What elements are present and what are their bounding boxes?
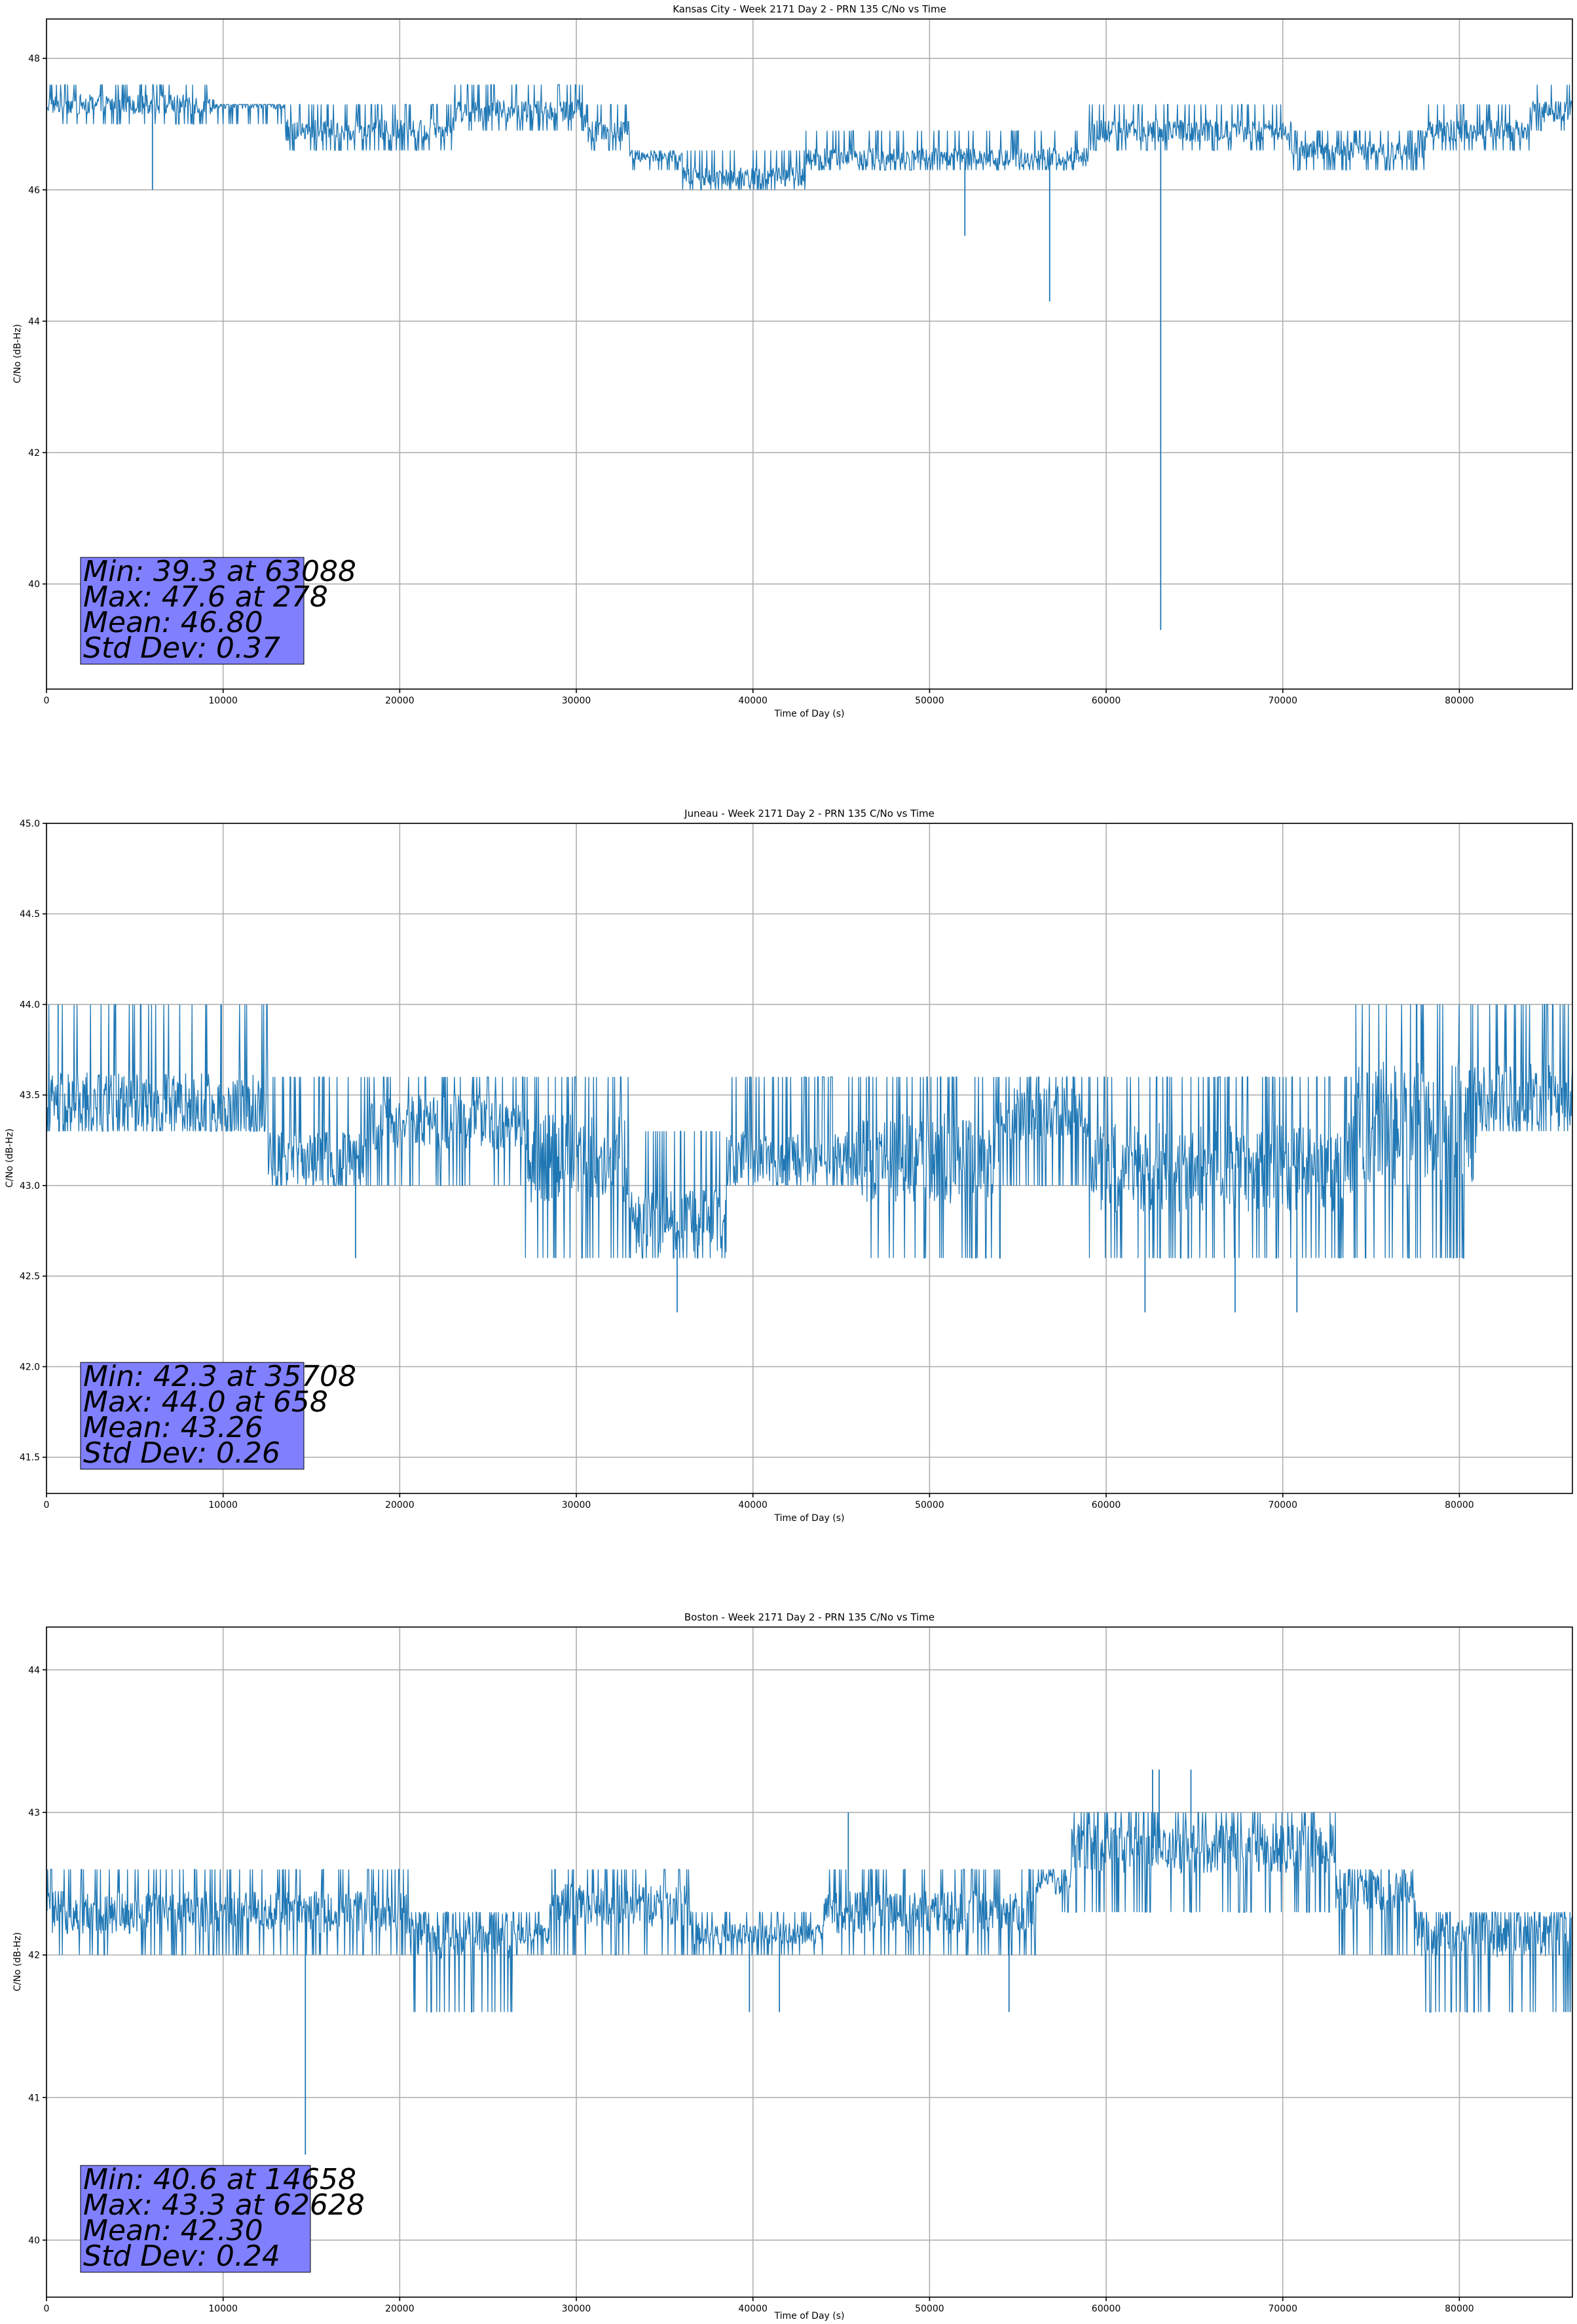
- stats-min: Min: 42.3 at 35708: [83, 1360, 356, 1393]
- y-tick-label: 44.5: [20, 909, 40, 920]
- x-axis-label: Time of Day (s): [774, 1513, 845, 1524]
- stats-box: Min: 42.3 at 35708 Max: 44.0 at 658 Mean…: [80, 1360, 356, 1470]
- series-cno: [46, 1003, 1573, 1313]
- stats-box-background: [80, 2165, 311, 2273]
- x-tick-label: 0: [44, 2304, 50, 2314]
- x-tick-label: 30000: [562, 2304, 591, 2314]
- plot-frame: [46, 18, 1573, 690]
- x-tick-label: 10000: [208, 2304, 238, 2314]
- x-axis-ticks: 0 10000 20000 30000 40000 50000 60000 70000 8000…: [44, 2297, 1474, 2314]
- x-tick-label: 20000: [385, 1500, 415, 1510]
- x-tick-label: 20000: [385, 2304, 415, 2314]
- y-tick-label: 48: [28, 54, 40, 64]
- y-tick-label: 44: [28, 1665, 40, 1676]
- y-tick-label: 42: [28, 448, 40, 459]
- x-tick-label: 60000: [1092, 2304, 1121, 2314]
- chart-title: Kansas City - Week 2171 Day 2 - PRN 135 …: [673, 3, 946, 15]
- y-tick-label: 43: [28, 1808, 40, 1818]
- y-tick-label: 44.0: [20, 1000, 40, 1010]
- y-axis-ticks: 41.5 42.0 42.5 43.0 43.5 44.0 44.5 45.0: [20, 819, 46, 1463]
- x-tick-label: 70000: [1268, 1500, 1297, 1510]
- plot-frame: [46, 1626, 1573, 2298]
- x-tick-label: 10000: [208, 1500, 238, 1510]
- stats-max: Max: 47.6 at 278: [83, 580, 328, 614]
- stats-mean: Mean: 46.80: [83, 606, 263, 639]
- y-tick-label: 42: [28, 1951, 40, 1961]
- y-axis-ticks: 40 42 44 46 48: [28, 54, 46, 590]
- chart-kansas-city: Kansas City - Week 2171 Day 2 - PRN 135 …: [12, 3, 1573, 719]
- y-tick-label: 41: [28, 2093, 40, 2103]
- x-tick-label: 40000: [738, 696, 768, 706]
- y-tick-label: 43.0: [20, 1181, 40, 1191]
- y-axis-label: C/No (dB-Hz): [12, 324, 23, 383]
- stats-mean: Mean: 43.26: [83, 1411, 263, 1444]
- x-tick-label: 0: [44, 1500, 50, 1510]
- x-axis-ticks: 0 10000 20000 30000 40000 50000 60000 70000 8000…: [44, 689, 1474, 706]
- x-tick-label: 80000: [1445, 696, 1474, 706]
- y-axis-label: C/No (dB-Hz): [12, 1932, 23, 1991]
- y-tick-label: 44: [28, 316, 40, 327]
- x-tick-label: 0: [44, 696, 50, 706]
- x-tick-label: 50000: [915, 2304, 944, 2314]
- y-tick-label: 45.0: [20, 819, 40, 829]
- x-tick-label: 60000: [1092, 1500, 1121, 1510]
- stats-min: Min: 40.6 at 14658: [83, 2163, 356, 2196]
- series-cno: [46, 1769, 1573, 2155]
- x-axis-ticks: 0 10000 20000 30000 40000 50000 60000 70000 8000…: [44, 1493, 1474, 1510]
- x-tick-label: 70000: [1268, 2304, 1297, 2314]
- y-tick-label: 46: [28, 185, 40, 196]
- x-tick-label: 40000: [738, 2304, 768, 2314]
- x-tick-label: 20000: [385, 696, 415, 706]
- series-cno: [46, 84, 1573, 630]
- stats-box: Min: 39.3 at 63088 Max: 47.6 at 278 Mean…: [80, 555, 356, 665]
- x-tick-label: 70000: [1268, 696, 1297, 706]
- stats-std-dev: Std Dev: 0.24: [83, 2240, 280, 2273]
- plot-frame: [46, 823, 1573, 1494]
- x-tick-label: 40000: [738, 1500, 768, 1510]
- stats-box: Min: 40.6 at 14658 Max: 43.3 at 62628 Me…: [80, 2163, 365, 2273]
- stats-box-background: [80, 557, 305, 665]
- stats-max: Max: 43.3 at 62628: [83, 2188, 365, 2222]
- y-tick-label: 42.0: [20, 1362, 40, 1372]
- stats-max: Max: 44.0 at 658: [83, 1385, 328, 1419]
- y-axis-ticks: 40 41 42 43 44: [28, 1665, 46, 2246]
- series-line: [46, 1812, 1573, 2013]
- stats-min: Min: 39.3 at 63088: [83, 555, 356, 588]
- x-tick-label: 50000: [915, 1500, 944, 1510]
- chart-title: Juneau - Week 2171 Day 2 - PRN 135 C/No …: [684, 808, 935, 819]
- x-axis-label: Time of Day (s): [774, 2311, 845, 2321]
- stats-box-background: [80, 1362, 305, 1470]
- x-tick-label: 30000: [562, 1500, 591, 1510]
- x-tick-label: 30000: [562, 696, 591, 706]
- series-line: [46, 84, 1573, 191]
- stats-mean: Mean: 42.30: [83, 2214, 263, 2247]
- x-tick-label: 80000: [1445, 1500, 1474, 1510]
- series-line: [46, 1003, 1573, 1259]
- y-tick-label: 42.5: [20, 1271, 40, 1282]
- chart-title: Boston - Week 2171 Day 2 - PRN 135 C/No …: [684, 1611, 935, 1623]
- stats-std-dev: Std Dev: 0.37: [83, 631, 280, 665]
- y-tick-label: 41.5: [20, 1453, 40, 1463]
- x-tick-label: 10000: [208, 696, 238, 706]
- chart-juneau: Juneau - Week 2171 Day 2 - PRN 135 C/No …: [5, 808, 1573, 1524]
- y-tick-label: 40: [28, 2236, 40, 2246]
- chart-boston: Boston - Week 2171 Day 2 - PRN 135 C/No …: [12, 1611, 1573, 2321]
- y-tick-label: 43.5: [20, 1091, 40, 1101]
- x-tick-label: 80000: [1445, 2304, 1474, 2314]
- x-tick-label: 60000: [1092, 696, 1121, 706]
- y-tick-label: 40: [28, 580, 40, 590]
- stats-std-dev: Std Dev: 0.26: [83, 1436, 280, 1470]
- x-axis-label: Time of Day (s): [774, 709, 845, 719]
- y-axis-label: C/No (dB-Hz): [5, 1129, 15, 1188]
- x-tick-label: 50000: [915, 696, 944, 706]
